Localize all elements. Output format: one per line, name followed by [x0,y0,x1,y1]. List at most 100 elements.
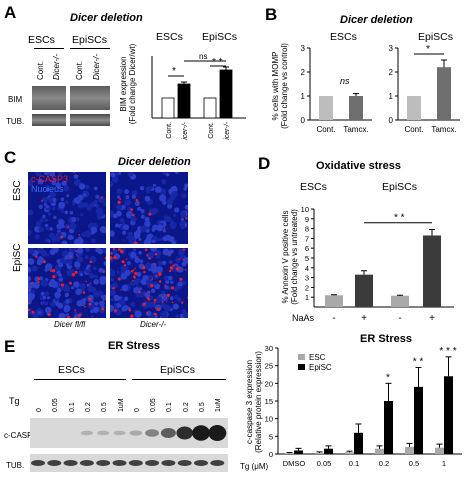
panel-d-annotation: * * [394,213,405,224]
nucleus-dot [167,203,173,209]
nucleus-dot [45,226,50,231]
panel-a-annotation-1: * [172,66,176,77]
nucleus-dot [43,202,48,207]
panel-e-y-label-line-2: (Relative protein expression) [254,351,263,453]
nucleus-dot [110,283,115,289]
panel-a-row-bim: BIM [8,95,23,104]
nucleus-dot [130,301,136,307]
nucleus-dot [119,217,125,223]
nucleus-dot [149,186,153,190]
casp3-dot [181,301,184,304]
panel-b-episc-annotation: * [426,44,430,55]
nucleus-dot [37,248,44,253]
nucleus-dot [112,248,118,254]
nucleus-dot [138,251,142,255]
casp3-dot [112,248,115,250]
panel-a-chart-group-escs: ESCs [156,31,183,43]
panel-e-bar-esc [435,447,444,454]
nucleus-dot [110,230,115,237]
nucleus-dot [52,177,57,182]
nucleus-dot [122,222,125,225]
nucleus-dot [72,248,77,250]
nucleus-dot [165,234,172,241]
casp3-dot [41,248,43,249]
nucleus-dot [39,218,44,223]
nucleus-dot [131,216,137,222]
nucleus-dot [61,240,68,244]
nucleus-dot [165,172,170,177]
nucleus-dot [92,306,99,313]
casp3-dot [146,254,149,256]
nucleus-dot [90,309,94,313]
nucleus-dot [28,266,32,274]
panel-e-tub-band [145,460,160,466]
panel-e-tub-band [161,460,176,466]
nucleus-dot [171,191,178,198]
nucleus-dot [124,199,131,206]
nucleus-dot [122,264,128,271]
nucleus-dot [99,278,106,285]
panel-b-esc-bar [349,96,363,120]
nucleus-dot [48,196,55,204]
nucleus-dot [136,271,142,277]
panel-b-episc-y-tick-label: 2 [389,68,394,77]
panel-b-esc-y-tick-label: 0 [301,116,306,125]
panel-b-episc-title: EpiSCs [418,31,453,43]
nucleus-dot [45,187,50,192]
panel-e-x-tick: 0.1 [349,459,359,468]
nucleus-dot [137,206,142,211]
panel-e-chart: ER Stress c-caspase 3 expression(Relative… [240,333,462,471]
nucleus-dot [58,312,66,318]
panel-d-treatment-label: NaAs [292,313,315,323]
panel-e-group-line-2 [132,379,226,380]
nucleus-dot [144,292,151,298]
casp3-dot [148,212,152,216]
nucleus-dot [160,302,166,308]
casp3-dot [155,275,158,278]
nucleus-dot [79,272,84,277]
panel-b-label: B [265,5,278,24]
panel-a-lane-4: Dicer-/- [92,53,101,80]
casp3-dot [43,260,46,264]
nucleus-dot [103,248,106,251]
panel-d-bar [355,274,373,307]
nucleus-dot [80,213,84,217]
casp3-dot [85,280,87,283]
nucleus-dot [102,294,106,301]
nucleus-dot [110,304,115,312]
casp3-dot [31,281,34,284]
nucleus-dot [155,296,163,304]
panel-a-lane-1: Cont. [36,60,45,80]
nucleus-dot [161,179,167,185]
nucleus-dot [181,309,186,314]
casp3-dot [78,313,82,317]
casp3-dot [78,234,81,236]
nucleus-dot [81,297,87,303]
nucleus-dot [61,210,65,214]
panel-b-y-label-line-1: % cells with MOMP [271,52,280,121]
nucleus-dot [51,207,56,211]
panel-a-bar [219,69,233,119]
panel-e-bar-esc [315,452,324,454]
panel-d-label: D [258,154,271,173]
nucleus-dot [162,229,167,233]
nucleus-dot [114,172,120,176]
panel-e-bar-episc [354,432,363,454]
nucleus-dot [162,172,166,176]
nucleus-dot [38,204,43,209]
panel-d-y-tick-label: 1 [305,293,309,302]
panel-d-treatment-mark: - [332,313,335,324]
nucleus-dot [183,311,188,318]
casp3-dot [143,270,146,274]
panel-e-legend-swatch-esc [298,354,305,360]
panel-e-y-tick-label: 5 [269,432,273,441]
panel-a-x-tick: Dicer-/- [182,121,189,140]
casp3-dot [37,277,41,280]
nucleus-dot [168,259,173,264]
panel-e-blot-casp3 [30,418,228,448]
nucleus-dot [85,184,90,190]
casp3-dot [89,282,92,284]
nucleus-dot [127,172,134,177]
nucleus-dot [179,254,185,260]
panel-e-bar-episc [444,376,453,454]
